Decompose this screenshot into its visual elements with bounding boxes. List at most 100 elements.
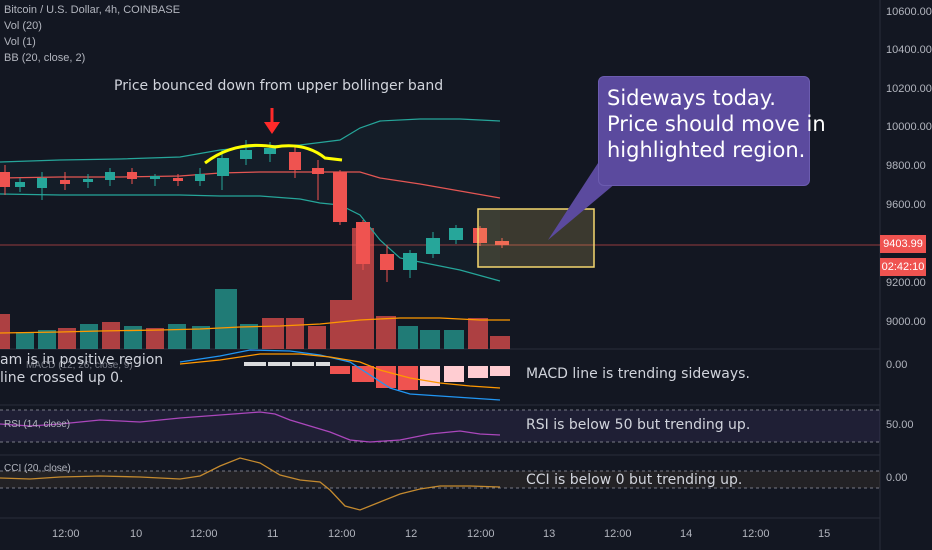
candle — [380, 254, 394, 270]
volume-bar — [38, 330, 56, 349]
volume-bar — [16, 332, 34, 349]
candle — [495, 241, 509, 245]
candle — [473, 228, 487, 243]
volume-bar — [58, 328, 76, 349]
price-tick: 10400.00 — [886, 44, 932, 56]
rsi-pane-title[interactable]: RSI (14, close) — [4, 419, 71, 430]
bb-upper-line — [0, 118, 501, 163]
bar-countdown-label: 02:42:10 — [880, 258, 926, 276]
time-tick: 12:00 — [328, 528, 356, 540]
volume-bar — [330, 300, 352, 349]
candle — [264, 148, 276, 154]
indicator-bb[interactable]: BB (20, close, 2) — [4, 52, 86, 64]
cci-band-fill — [0, 471, 880, 488]
macd-hist-bar — [330, 366, 350, 374]
time-tick: 14 — [680, 528, 693, 540]
volume-bar — [80, 324, 98, 349]
resistance-annotation-curve — [204, 143, 343, 165]
price-tick: 9800.00 — [886, 160, 926, 172]
macd-axis-tick: 0.00 — [886, 359, 908, 371]
candle — [83, 179, 93, 182]
volume-ma-line — [0, 317, 510, 334]
candle — [426, 238, 440, 254]
candle — [127, 172, 137, 179]
candle — [217, 158, 229, 176]
down-arrow-icon — [264, 122, 280, 134]
indicator-vol20[interactable]: Vol (20) — [4, 20, 42, 32]
price-tick: 9200.00 — [886, 277, 926, 289]
time-tick: 12 — [405, 528, 418, 540]
callout-line-1: Sideways today. — [607, 86, 776, 110]
volume-bar — [420, 330, 440, 349]
current-price-label: 9403.99 — [880, 235, 926, 253]
candle — [333, 172, 347, 222]
bounce-note: Price bounced down from upper bollinger … — [114, 78, 444, 94]
volume-bar — [468, 318, 488, 349]
time-tick: 12:00 — [742, 528, 770, 540]
time-tick: 15 — [818, 528, 831, 540]
volume-bar — [124, 326, 142, 349]
price-tick: 10200.00 — [886, 83, 932, 95]
candle — [449, 228, 463, 240]
symbol-title[interactable]: Bitcoin / U.S. Dollar, 4h, COINBASE — [4, 4, 181, 16]
volume-bar — [215, 289, 237, 349]
volume-bar — [102, 322, 120, 349]
candle — [289, 152, 301, 170]
macd-hist-bar — [244, 362, 266, 366]
bb-band-fill — [0, 119, 500, 281]
volume-bar — [376, 316, 396, 349]
rsi-line — [0, 411, 501, 443]
time-tick: 10 — [130, 528, 143, 540]
price-tick: 9600.00 — [886, 199, 926, 211]
price-tick: 10600.00 — [886, 6, 932, 18]
volume-bar — [262, 318, 284, 349]
volume-bar — [240, 324, 258, 349]
bb-basis-line — [0, 171, 501, 199]
macd-right-note: MACD line is trending sideways. — [526, 366, 750, 382]
macd-hist-bar — [444, 366, 464, 382]
candle — [173, 178, 183, 181]
candle — [195, 174, 205, 181]
candle — [150, 176, 160, 179]
highlight-region[interactable] — [477, 208, 595, 268]
candle — [312, 168, 324, 174]
macd-line — [179, 349, 501, 401]
macd-hist-bar — [468, 366, 488, 378]
time-tick: 12:00 — [52, 528, 80, 540]
macd-hist-bar — [352, 366, 374, 382]
volume-bar — [192, 326, 210, 349]
macd-hist-bar — [268, 362, 290, 366]
time-tick: 13 — [543, 528, 556, 540]
candle — [403, 253, 417, 270]
callout-line-3: highlighted region. — [607, 138, 806, 162]
cci-line — [0, 457, 501, 511]
macd-hist-bar — [490, 366, 510, 376]
candle — [240, 150, 252, 159]
macd-left-note-1: am is in positive region — [0, 352, 164, 368]
cci-axis-tick: 0.00 — [886, 472, 908, 484]
indicator-vol1[interactable]: Vol (1) — [4, 36, 36, 48]
rsi-right-note: RSI is below 50 but trending up. — [526, 417, 751, 433]
forecast-callout[interactable]: Sideways today. Price should move in hig… — [598, 76, 826, 186]
volume-bar — [308, 326, 326, 349]
candle — [60, 180, 70, 184]
time-tick: 12:00 — [190, 528, 218, 540]
macd-left-note-2: line crossed up 0. — [0, 370, 124, 386]
volume-bar — [490, 336, 510, 349]
macd-hist-bar — [292, 362, 314, 366]
price-tick: 10000.00 — [886, 121, 932, 133]
volume-bar — [0, 314, 10, 349]
time-tick: 12:00 — [604, 528, 632, 540]
candle — [105, 172, 115, 180]
cci-right-note: CCI is below 0 but trending up. — [526, 472, 743, 488]
macd-pane-title[interactable]: MACD (12, 26, close, 9) — [26, 360, 133, 371]
cci-pane-title[interactable]: CCI (20, close) — [4, 463, 71, 474]
rsi-axis-tick: 50.00 — [886, 419, 914, 431]
macd-hist-bar — [316, 362, 330, 366]
time-tick: 12:00 — [467, 528, 495, 540]
candle — [0, 172, 10, 187]
candle — [356, 222, 370, 264]
candle — [15, 182, 25, 187]
